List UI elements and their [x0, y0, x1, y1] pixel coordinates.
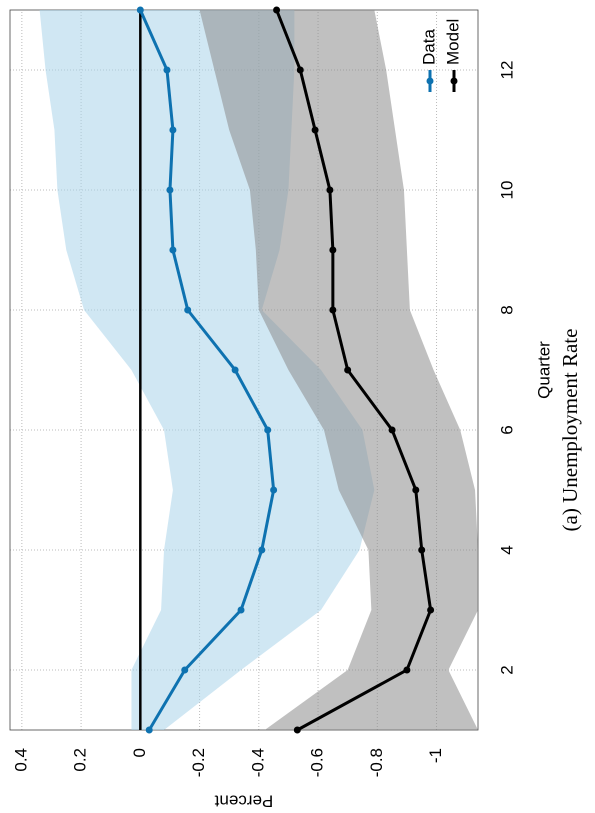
- x-tick-label: 6: [497, 425, 516, 434]
- y-axis-label: Percent: [214, 792, 273, 811]
- legend-marker: [450, 77, 458, 85]
- y-tick-label: -0.4: [248, 748, 267, 777]
- data-point: [344, 366, 352, 374]
- data-point: [311, 126, 319, 134]
- data-point: [136, 6, 144, 14]
- data-point: [166, 186, 174, 194]
- data-point: [418, 546, 426, 554]
- data-point: [264, 426, 272, 434]
- y-tick-label: 0.4: [11, 748, 30, 772]
- x-tick-label: 2: [497, 665, 516, 674]
- labels: Quarter Percent (a) Unemployment Rate 0.…: [11, 19, 581, 811]
- data-point: [388, 426, 396, 434]
- legend-marker: [426, 77, 434, 85]
- x-tick-label: 12: [497, 61, 516, 80]
- data-point: [403, 666, 411, 674]
- x-tick-label: 4: [497, 545, 516, 554]
- data-point: [329, 246, 337, 254]
- data-point: [181, 666, 189, 674]
- data-point: [293, 726, 301, 734]
- y-tick-label: -0.6: [308, 748, 327, 777]
- data-point: [329, 306, 337, 314]
- confidence-band: [39, 10, 375, 730]
- legend-label: Data: [419, 29, 438, 65]
- data-point: [326, 186, 334, 194]
- data-point: [296, 66, 304, 74]
- data-point: [231, 366, 239, 374]
- y-tick-label: -1: [426, 748, 445, 763]
- bands: [39, 10, 478, 730]
- data-point: [237, 606, 245, 614]
- caption: (a) Unemployment Rate: [558, 329, 582, 532]
- data-point: [412, 486, 420, 494]
- y-tick-label: 0.2: [71, 748, 90, 772]
- y-tick-label: 0: [130, 748, 149, 757]
- data-point: [258, 546, 266, 554]
- data-point: [145, 726, 153, 734]
- x-tick-label: 8: [497, 305, 516, 314]
- data-point: [273, 6, 281, 14]
- y-tick-label: -0.2: [189, 748, 208, 777]
- x-axis-label: Quarter: [534, 341, 553, 399]
- data-point: [163, 66, 171, 74]
- lines: [136, 6, 435, 734]
- data-point: [169, 246, 177, 254]
- y-tick-label: -0.8: [367, 748, 386, 777]
- legend-label: Model: [443, 19, 462, 65]
- data-point: [184, 306, 192, 314]
- data-point: [169, 126, 177, 134]
- x-tick-label: 10: [497, 181, 516, 200]
- data-point: [427, 606, 435, 614]
- confidence-band: [199, 10, 478, 730]
- data-point: [270, 486, 278, 494]
- rotated-frame: Quarter Percent (a) Unemployment Rate 0.…: [9, 6, 582, 811]
